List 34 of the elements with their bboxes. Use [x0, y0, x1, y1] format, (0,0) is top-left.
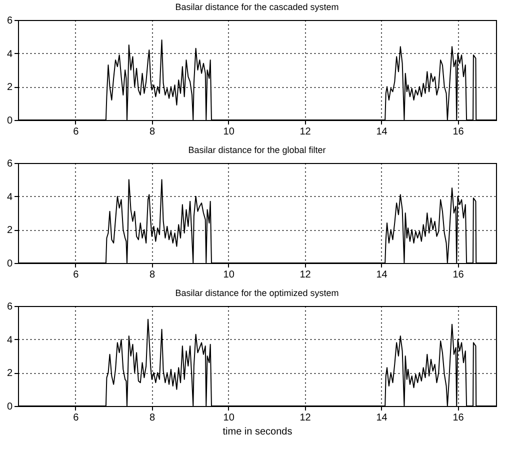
y-tick-label: 6: [6, 16, 13, 26]
y-tick-label: 0: [6, 258, 13, 270]
x-tick-label: 14: [376, 270, 388, 280]
y-tick-label: 6: [6, 302, 13, 312]
x-tick-label: 12: [300, 412, 312, 424]
y-tick-label: 4: [6, 192, 13, 203]
y-tick-label: 2: [6, 82, 13, 94]
x-tick-label: 16: [452, 412, 464, 424]
y-tick-label: 6: [6, 158, 13, 170]
x-tick-label: 6: [73, 270, 80, 280]
y-tick-label: 4: [6, 48, 13, 60]
y-tick-label: 2: [6, 368, 13, 380]
x-tick-label: 14: [376, 126, 388, 138]
y-tick-label: 2: [6, 225, 13, 236]
x-tick-label: 10: [223, 126, 235, 138]
x-tick-label: 6: [73, 126, 80, 138]
y-tick-label: 0: [6, 116, 13, 126]
x-tick-label: 8: [150, 126, 156, 138]
chart-title: Basilar distance for the global filter: [188, 145, 326, 155]
x-axis-title: time in seconds: [222, 426, 292, 438]
x-tick-label: 12: [300, 126, 312, 138]
x-tick-label: 10: [223, 270, 235, 280]
chart-title: Basilar distance for the cascaded system: [175, 2, 339, 12]
x-tick-label: 6: [73, 412, 80, 424]
x-tick-label: 16: [452, 126, 464, 138]
x-tick-label: 8: [150, 270, 156, 280]
x-tick-label: 14: [376, 412, 388, 424]
chart-title: Basilar distance for the optimized system: [175, 288, 339, 298]
x-tick-label: 10: [223, 412, 235, 424]
x-tick-label: 8: [150, 412, 156, 424]
x-tick-label: 12: [300, 270, 312, 280]
y-tick-label: 4: [6, 334, 13, 346]
x-tick-label: 16: [452, 270, 464, 280]
y-tick-label: 0: [6, 402, 13, 412]
